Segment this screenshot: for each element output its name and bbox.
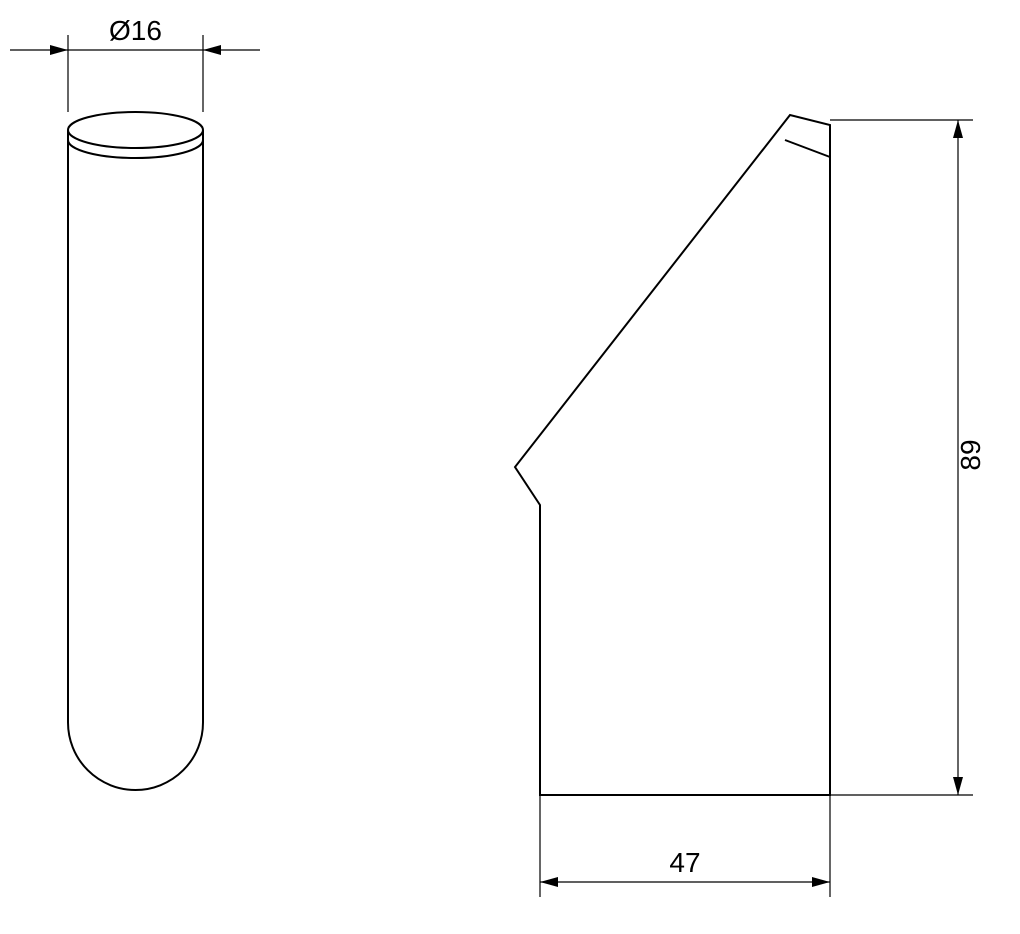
- height-label: 89: [955, 439, 986, 470]
- diameter-label: Ø16: [109, 15, 162, 46]
- front-top-ellipse: [68, 112, 203, 148]
- width-label: 47: [669, 847, 700, 878]
- front-bottom-arc: [68, 723, 203, 791]
- side-outline: [515, 115, 830, 795]
